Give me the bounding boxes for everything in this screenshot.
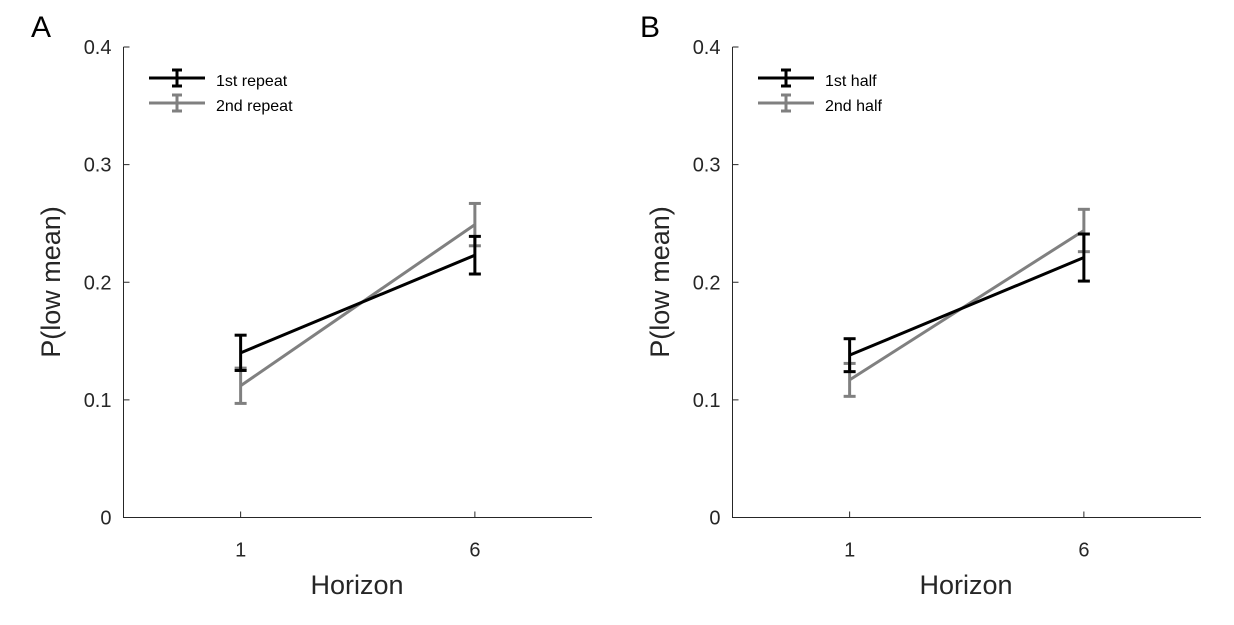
legend: 1st repeat 2nd repeat xyxy=(149,68,293,115)
x-tick-label: 6 xyxy=(469,540,480,562)
y-tick-label: 0.1 xyxy=(84,390,112,412)
panel-letter: B xyxy=(640,11,660,44)
y-tick-label: 0 xyxy=(100,508,111,530)
legend-entry: 2nd repeat xyxy=(149,93,293,115)
series-layer xyxy=(843,207,1090,398)
legend-swatch xyxy=(149,68,205,88)
legend-swatch xyxy=(149,93,205,113)
panel-letter: A xyxy=(31,11,51,44)
y-tick-label: 0.3 xyxy=(693,155,721,177)
series xyxy=(843,232,1090,374)
y-tick-label: 0 xyxy=(709,508,720,530)
y-tick-label: 0.1 xyxy=(693,390,721,412)
legend-swatch xyxy=(758,68,814,88)
y-tick-label: 0.2 xyxy=(693,272,721,294)
y-axis-title: P(low mean) xyxy=(645,206,675,358)
y-ticks: 0 0.1 0.2 0.3 0.4 xyxy=(693,37,739,530)
x-axis-title: Horizon xyxy=(919,570,1012,600)
legend-label: 1st half xyxy=(825,73,877,90)
x-axis-title: Horizon xyxy=(310,570,403,600)
y-ticks: 0 0.1 0.2 0.3 0.4 xyxy=(84,37,130,530)
legend-label: 2nd half xyxy=(825,98,882,115)
y-tick-label: 0.3 xyxy=(84,155,112,177)
legend-label: 1st repeat xyxy=(216,73,288,90)
legend: 1st half 2nd half xyxy=(758,68,882,115)
legend-entry: 1st half xyxy=(758,68,877,90)
legend-entry: 2nd half xyxy=(758,93,882,115)
series xyxy=(234,234,481,372)
x-tick-label: 1 xyxy=(844,540,855,562)
legend-entry: 1st repeat xyxy=(149,68,288,90)
x-tick-label: 6 xyxy=(1078,540,1089,562)
legend-label: 2nd repeat xyxy=(216,98,293,115)
x-tick-label: 1 xyxy=(235,540,246,562)
series-line xyxy=(849,256,1085,357)
y-tick-label: 0.4 xyxy=(84,37,112,59)
legend-swatch xyxy=(758,93,814,113)
y-tick-label: 0.4 xyxy=(693,37,721,59)
series xyxy=(843,207,1090,398)
y-tick-label: 0.2 xyxy=(84,272,112,294)
y-axis-title: P(low mean) xyxy=(36,206,66,358)
series-line xyxy=(240,253,476,355)
series-layer xyxy=(234,201,481,405)
